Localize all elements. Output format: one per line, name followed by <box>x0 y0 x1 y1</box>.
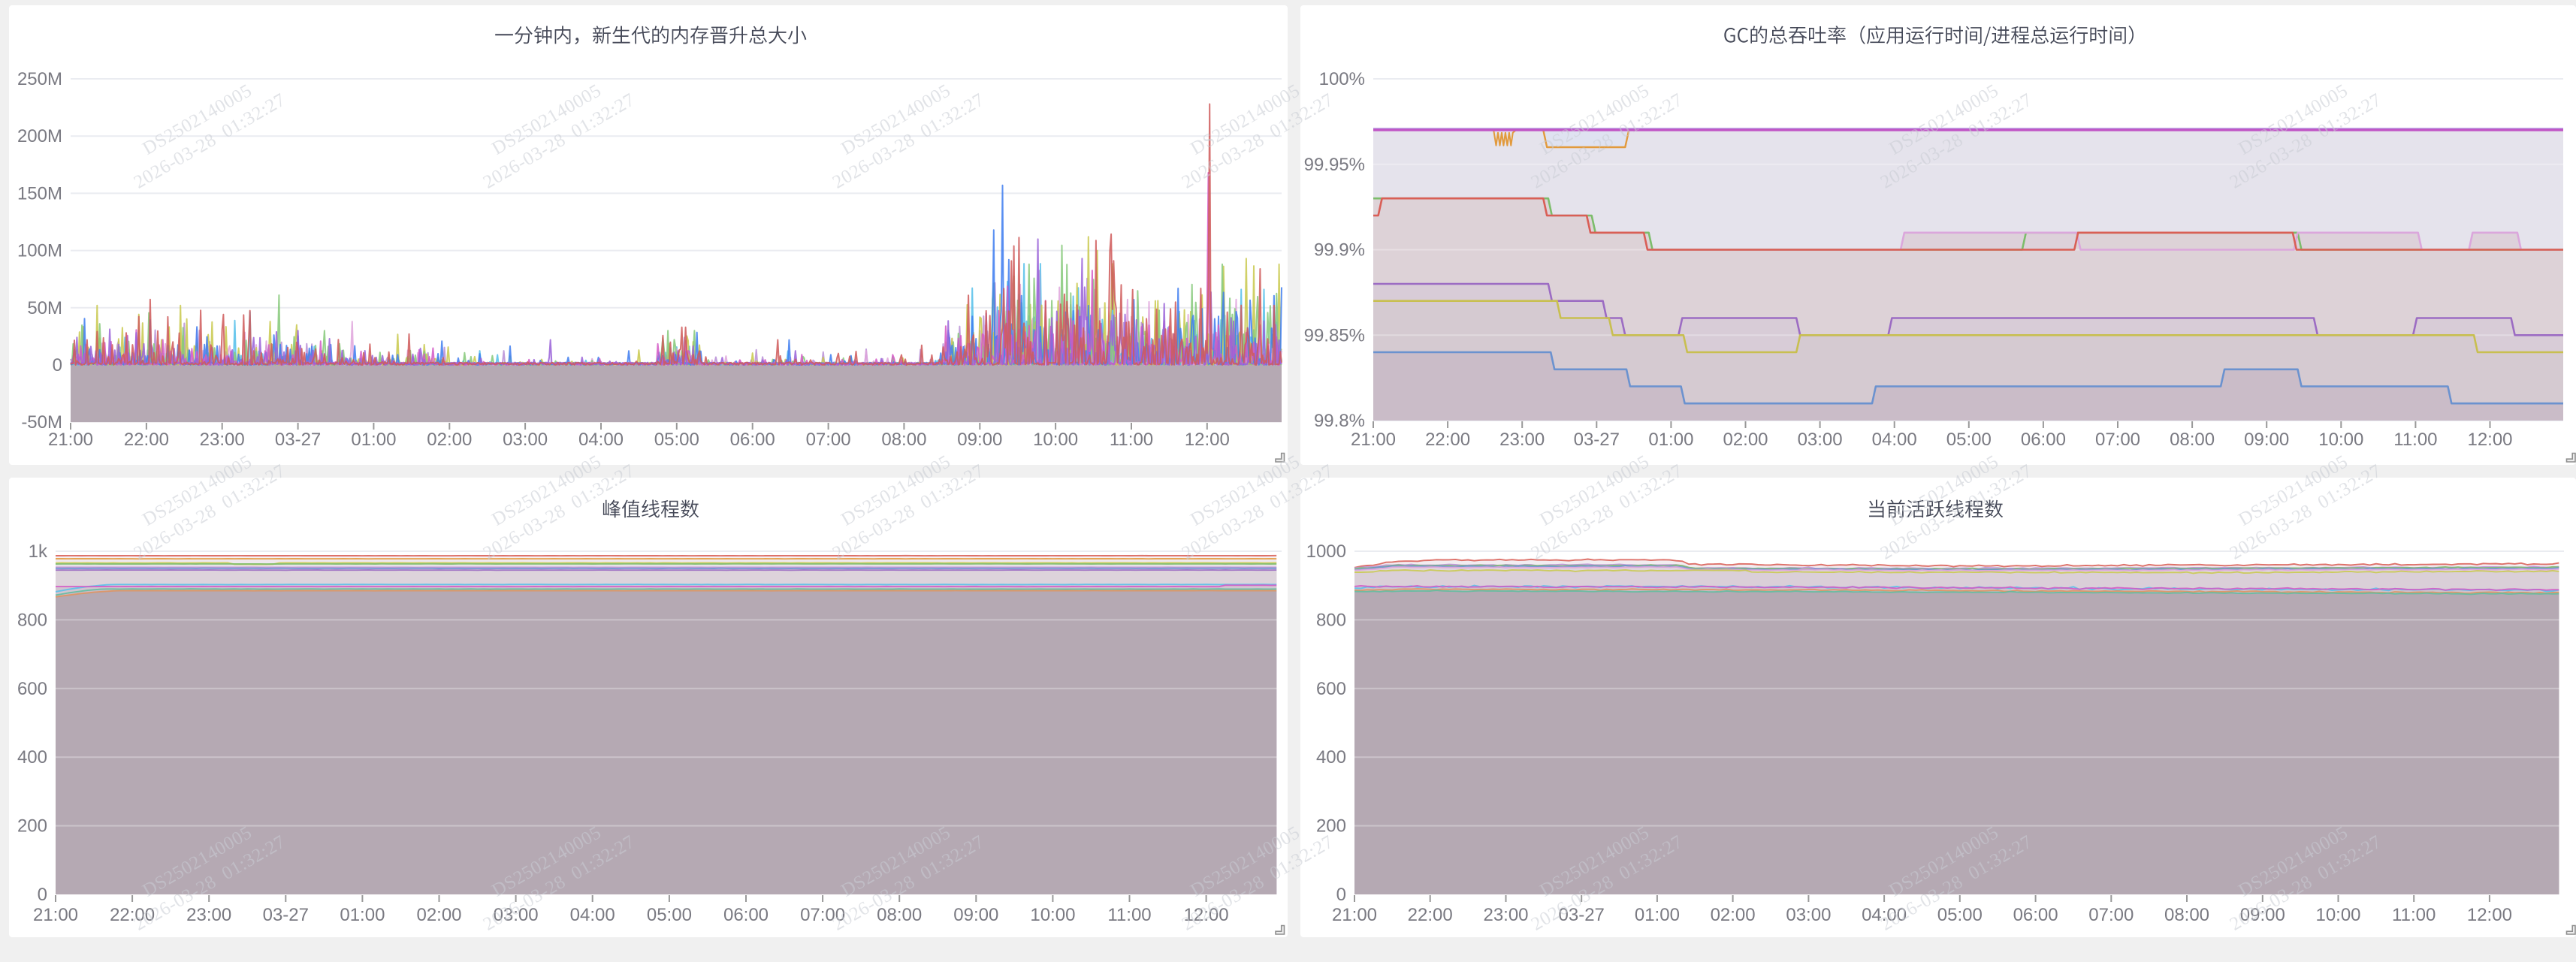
svg-text:400: 400 <box>17 747 47 767</box>
svg-text:03-27: 03-27 <box>1574 430 1620 450</box>
svg-text:02:00: 02:00 <box>427 430 472 450</box>
svg-text:03:00: 03:00 <box>503 430 548 450</box>
svg-text:06:00: 06:00 <box>2021 430 2066 450</box>
svg-text:03-27: 03-27 <box>263 905 309 925</box>
svg-text:05:00: 05:00 <box>647 905 692 925</box>
svg-text:21:00: 21:00 <box>33 905 78 925</box>
svg-text:12:00: 12:00 <box>2467 430 2512 450</box>
svg-text:10:00: 10:00 <box>2318 430 2363 450</box>
svg-text:03-27: 03-27 <box>275 430 321 450</box>
svg-text:11:00: 11:00 <box>1110 430 1153 450</box>
svg-text:03:00: 03:00 <box>1798 430 1843 450</box>
svg-text:99.9%: 99.9% <box>1314 240 1365 261</box>
svg-text:10:00: 10:00 <box>1030 905 1075 925</box>
svg-text:21:00: 21:00 <box>1351 430 1396 450</box>
svg-text:0: 0 <box>53 355 62 375</box>
svg-text:23:00: 23:00 <box>186 905 231 925</box>
svg-text:05:00: 05:00 <box>1937 905 1983 925</box>
svg-text:09:00: 09:00 <box>2244 430 2289 450</box>
svg-text:21:00: 21:00 <box>48 430 93 450</box>
svg-text:250M: 250M <box>17 69 62 89</box>
svg-text:22:00: 22:00 <box>1425 430 1470 450</box>
svg-text:03:00: 03:00 <box>1786 905 1831 925</box>
svg-text:09:00: 09:00 <box>953 905 998 925</box>
svg-text:04:00: 04:00 <box>1872 430 1917 450</box>
svg-text:11:00: 11:00 <box>2393 430 2437 450</box>
svg-text:23:00: 23:00 <box>200 430 245 450</box>
svg-text:02:00: 02:00 <box>416 905 461 925</box>
svg-text:100M: 100M <box>17 241 62 261</box>
svg-text:09:00: 09:00 <box>957 430 1002 450</box>
svg-text:22:00: 22:00 <box>1408 905 1453 925</box>
svg-text:08:00: 08:00 <box>881 430 926 450</box>
svg-text:0: 0 <box>1336 885 1346 905</box>
svg-text:400: 400 <box>1316 747 1346 767</box>
svg-text:07:00: 07:00 <box>806 430 851 450</box>
svg-text:600: 600 <box>17 679 47 699</box>
svg-text:200: 200 <box>17 816 47 837</box>
svg-text:800: 800 <box>1316 610 1346 630</box>
svg-text:150M: 150M <box>17 183 62 204</box>
svg-text:08:00: 08:00 <box>2170 430 2215 450</box>
svg-text:23:00: 23:00 <box>1483 905 1528 925</box>
svg-text:11:00: 11:00 <box>2392 905 2436 925</box>
svg-text:05:00: 05:00 <box>654 430 699 450</box>
svg-text:12:00: 12:00 <box>1185 430 1230 450</box>
svg-text:02:00: 02:00 <box>1723 430 1768 450</box>
svg-text:01:00: 01:00 <box>1635 905 1680 925</box>
svg-text:06:00: 06:00 <box>723 905 769 925</box>
svg-text:01:00: 01:00 <box>351 430 396 450</box>
svg-text:07:00: 07:00 <box>2088 905 2134 925</box>
svg-text:05:00: 05:00 <box>1946 430 1992 450</box>
svg-text:01:00: 01:00 <box>1648 430 1693 450</box>
svg-text:99.95%: 99.95% <box>1304 155 1365 175</box>
svg-text:06:00: 06:00 <box>730 430 775 450</box>
svg-text:22:00: 22:00 <box>124 430 169 450</box>
svg-text:21:00: 21:00 <box>1332 905 1377 925</box>
svg-text:200M: 200M <box>17 126 62 146</box>
svg-text:08:00: 08:00 <box>2164 905 2209 925</box>
svg-text:02:00: 02:00 <box>1711 905 1756 925</box>
svg-text:99.8%: 99.8% <box>1314 411 1365 431</box>
svg-text:800: 800 <box>17 610 47 630</box>
svg-text:07:00: 07:00 <box>2095 430 2140 450</box>
svg-text:10:00: 10:00 <box>2315 905 2360 925</box>
svg-text:1k: 1k <box>29 541 48 562</box>
svg-text:50M: 50M <box>27 298 62 318</box>
svg-text:200: 200 <box>1316 816 1346 837</box>
svg-text:12:00: 12:00 <box>2467 905 2512 925</box>
svg-text:10:00: 10:00 <box>1033 430 1078 450</box>
svg-text:0: 0 <box>38 885 47 905</box>
svg-text:04:00: 04:00 <box>570 905 615 925</box>
svg-text:99.85%: 99.85% <box>1304 325 1365 345</box>
svg-text:04:00: 04:00 <box>578 430 624 450</box>
svg-text:01:00: 01:00 <box>340 905 385 925</box>
svg-text:11:00: 11:00 <box>1107 905 1151 925</box>
svg-text:100%: 100% <box>1319 69 1365 89</box>
svg-text:23:00: 23:00 <box>1499 430 1545 450</box>
svg-text:600: 600 <box>1316 679 1346 699</box>
svg-text:06:00: 06:00 <box>2013 905 2058 925</box>
svg-text:1000: 1000 <box>1306 541 1346 562</box>
